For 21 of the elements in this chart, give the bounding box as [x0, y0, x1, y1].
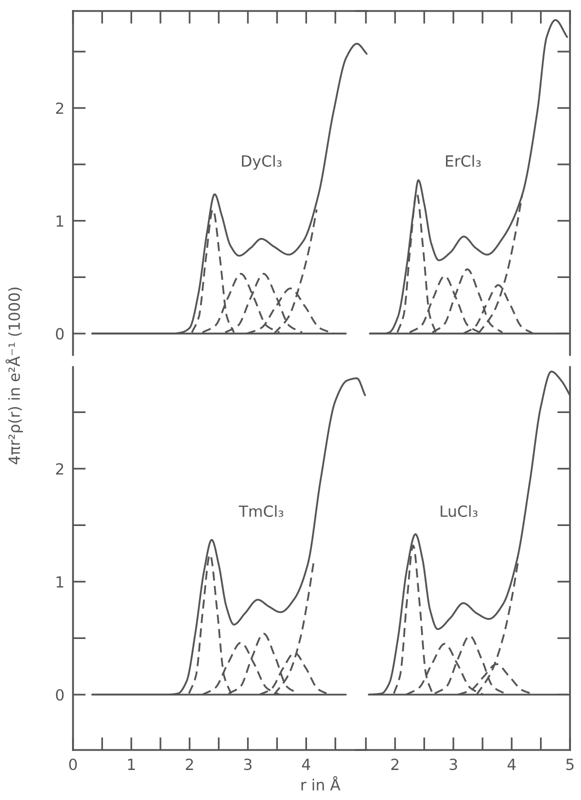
- text: LuCl₃: [440, 505, 478, 517]
- y-tick-label: 0: [56, 689, 64, 701]
- text: DyCl₃: [242, 154, 282, 170]
- y-axis-title: 4πr²ρ(r) in e²Å⁻¹ (1000): [6, 288, 23, 464]
- x-tick-label: 5: [566, 758, 574, 770]
- x-tick-label: 2: [391, 758, 398, 770]
- x-axis-title: r in Å: [302, 776, 340, 790]
- y-tick-label: 2: [56, 102, 64, 114]
- text: ErCl₃: [446, 154, 481, 167]
- text: TmCl₃: [238, 505, 284, 517]
- x-tick-label: 4: [302, 758, 310, 770]
- x-tick-label: 0: [69, 758, 77, 770]
- y-tick-label: 2: [56, 463, 64, 474]
- y-tick-label: 0: [56, 328, 64, 340]
- y-tick-label: 1: [56, 576, 64, 588]
- x-tick-label: 4: [508, 758, 516, 770]
- x-tick-label: 1: [128, 758, 135, 770]
- x-tick-label: 3: [450, 758, 458, 770]
- x-tick-label: 3: [244, 758, 252, 770]
- x-tick-label: 2: [186, 758, 193, 770]
- y-tick-label: 1: [56, 215, 64, 227]
